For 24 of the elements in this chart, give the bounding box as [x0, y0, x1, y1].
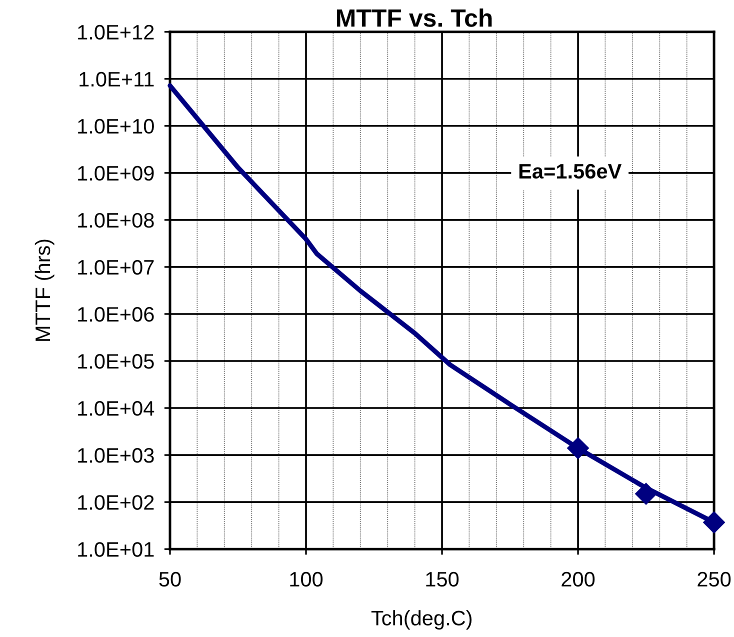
y-tick-label: 1.0E+03 — [78, 448, 154, 463]
annotation: Ea=1.56eV — [519, 164, 622, 179]
y-tick-label: 1.0E+07 — [78, 260, 154, 275]
y-tick-label: 1.0E+09 — [78, 166, 154, 181]
point — [634, 482, 658, 505]
y-tick-label: 1.0E+11 — [80, 72, 154, 87]
y-tick-label: 1.0E+02 — [78, 495, 154, 510]
x-tick-label: 150 — [426, 572, 459, 587]
y-tick-label: 1.0E+06 — [78, 306, 154, 322]
x-tick-label: 250 — [698, 572, 731, 587]
point — [566, 436, 590, 460]
y-tick-label: 1.0E+05 — [78, 354, 154, 369]
y-tick-label: 1.0E+10 — [78, 118, 154, 134]
y-axis-title: MTTF (hrs) — [34, 240, 54, 341]
y-tick-label: 1.0E+01 — [78, 542, 154, 557]
x-axis-title: Tch(deg.C) — [371, 610, 472, 630]
point — [702, 511, 726, 534]
y-tick-label: 1.0E+12 — [78, 24, 154, 40]
chart-title: MTTF vs. Tch — [337, 8, 492, 27]
y-tick-label: 1.0E+08 — [78, 212, 154, 228]
x-tick-label: 50 — [159, 572, 181, 587]
y-tick-label: 1.0E+04 — [78, 401, 154, 416]
x-tick-label: 100 — [290, 572, 323, 587]
x-tick-label: 200 — [562, 572, 595, 587]
